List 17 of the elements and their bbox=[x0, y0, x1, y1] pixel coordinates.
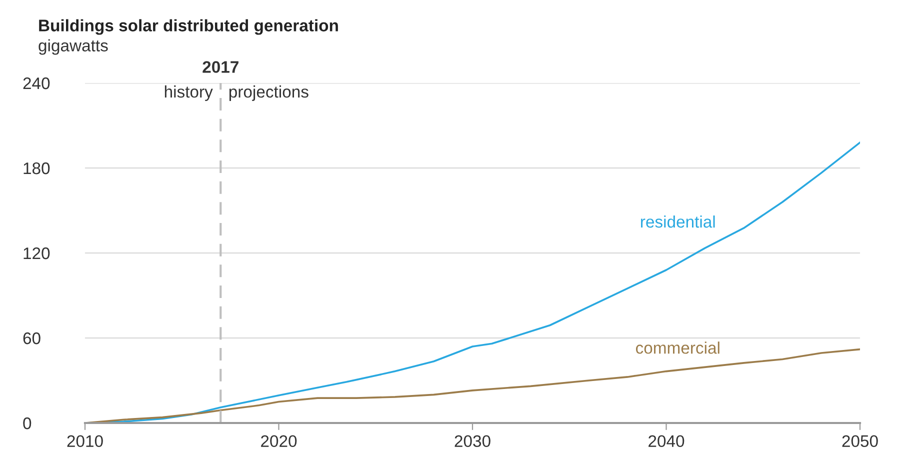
y-tick-label: 0 bbox=[23, 417, 32, 430]
y-tick-label: 180 bbox=[24, 162, 50, 174]
x-tick-label: 2030 bbox=[454, 435, 490, 448]
chart-title: Buildings solar distributed generation bbox=[39, 19, 338, 35]
series-label: residential bbox=[641, 215, 715, 228]
annotation: history bbox=[164, 85, 213, 101]
y-axis-title: gigawatts bbox=[38, 39, 108, 55]
y-tick-label: 60 bbox=[23, 332, 40, 344]
y-tick-label: 120 bbox=[24, 247, 50, 260]
annotation: projections bbox=[229, 85, 308, 101]
x-tick-label: 2050 bbox=[842, 435, 878, 448]
x-tick-label: 2010 bbox=[67, 435, 103, 448]
x-tick-label: 2040 bbox=[648, 435, 684, 448]
series-label: commercial bbox=[636, 342, 720, 354]
x-tick-label: 2020 bbox=[261, 435, 297, 448]
ref-line-label: 2017 bbox=[202, 61, 238, 73]
y-tick-label: 240 bbox=[23, 77, 50, 90]
